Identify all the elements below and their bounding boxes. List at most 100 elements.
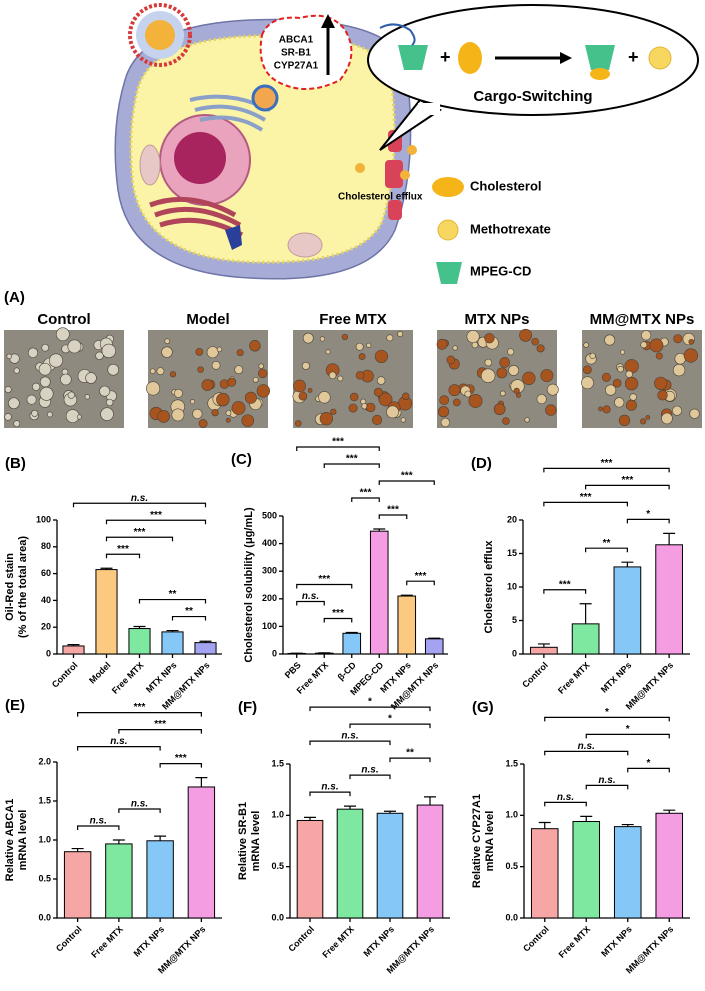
- error-bar: [373, 528, 386, 532]
- cell: [95, 351, 104, 360]
- y-tick-label: 2.0: [38, 756, 51, 766]
- micrograph: [436, 328, 559, 428]
- significance-bracket: [543, 467, 670, 473]
- bubble-title: Cargo-Switching: [473, 88, 592, 105]
- y-tick-label: 0.0: [505, 912, 518, 922]
- cell: [6, 353, 12, 360]
- bar: [571, 623, 600, 655]
- x-tick-label: Control: [54, 924, 84, 954]
- panel-label: (D): [471, 455, 492, 472]
- cell: [448, 384, 461, 397]
- significance-bracket: [309, 706, 431, 712]
- significance-label: ***: [622, 475, 634, 486]
- cell: [161, 346, 173, 358]
- cell: [629, 393, 637, 401]
- bar: [397, 595, 417, 655]
- cell: [197, 366, 204, 373]
- error-bar: [580, 815, 593, 822]
- significance-label: n.s.: [598, 775, 615, 786]
- cell: [601, 372, 611, 382]
- cell: [225, 410, 232, 416]
- x-tick-label: Free MTX: [556, 660, 592, 696]
- panel-label: (E): [5, 697, 25, 714]
- significance-bracket: [389, 757, 431, 763]
- significance-label: ***: [150, 510, 162, 521]
- significance-label: ***: [415, 571, 427, 582]
- error-bar: [166, 629, 179, 632]
- cell: [598, 406, 603, 412]
- cell: [84, 394, 90, 400]
- error-bar: [384, 810, 396, 814]
- error-bar: [195, 777, 208, 787]
- y-tick-label: 40: [41, 595, 51, 605]
- cell: [536, 394, 547, 405]
- cell: [614, 397, 625, 408]
- significance-bracket: [77, 746, 161, 751]
- significance-label: n.s.: [302, 591, 319, 602]
- cell: [164, 338, 171, 345]
- significance-bracket: [309, 740, 391, 746]
- cell: [436, 338, 448, 350]
- cell: [67, 391, 75, 399]
- x-tick-label: Free MTX: [110, 660, 146, 696]
- significance-label: n.s.: [361, 765, 378, 776]
- cell: [293, 379, 306, 393]
- cell: [192, 408, 203, 419]
- cell: [386, 405, 399, 419]
- cell: [231, 401, 246, 415]
- error-bar: [400, 594, 413, 597]
- x-tick-label: Control: [520, 660, 550, 690]
- cell: [400, 417, 406, 423]
- significance-bracket: [105, 536, 174, 542]
- cell: [374, 349, 389, 364]
- cell: [493, 403, 506, 416]
- marker: CYP27A1: [274, 61, 319, 72]
- significance-bracket: [105, 519, 207, 525]
- cytoplasm: [129, 34, 396, 264]
- cell: [519, 328, 533, 342]
- significance-bracket: [626, 518, 670, 524]
- cell: [661, 412, 673, 425]
- panel-label: (A): [4, 289, 25, 306]
- bar: [613, 566, 642, 655]
- cell: [319, 412, 333, 426]
- y-tick-label: 0.0: [271, 912, 284, 922]
- cell: [673, 334, 683, 344]
- significance-bracket: [323, 617, 353, 623]
- cell: [173, 388, 183, 398]
- cell: [348, 403, 358, 413]
- cell: [206, 346, 219, 359]
- x-tick-label: Control: [50, 660, 80, 690]
- error-bar: [133, 625, 146, 629]
- error-bar: [428, 637, 441, 639]
- x-tick-label: PBS: [283, 660, 303, 680]
- cell: [100, 407, 114, 421]
- significance-bracket: [378, 514, 408, 519]
- cell: [32, 382, 41, 391]
- cell: [468, 393, 483, 408]
- significance-label: *: [646, 509, 650, 520]
- cell: [440, 417, 451, 428]
- cell: [689, 408, 700, 419]
- cell: [107, 363, 120, 376]
- significance-label: ***: [601, 458, 613, 469]
- significance-bracket: [544, 801, 587, 807]
- error-bar: [199, 640, 212, 643]
- significance-bracket: [77, 825, 120, 830]
- plus-sign: +: [628, 47, 639, 67]
- significance-bracket: [118, 808, 161, 813]
- cell: [249, 340, 261, 352]
- image-label: Control: [37, 311, 90, 328]
- cell: [366, 402, 376, 413]
- cell: [480, 368, 496, 383]
- significance-bracket: [543, 501, 628, 507]
- cell: [252, 376, 259, 383]
- y-tick-label: 0.5: [38, 873, 51, 883]
- cell: [358, 353, 366, 360]
- cell: [349, 392, 359, 402]
- cell: [531, 337, 539, 346]
- cell: [216, 346, 223, 353]
- cell: [355, 342, 364, 351]
